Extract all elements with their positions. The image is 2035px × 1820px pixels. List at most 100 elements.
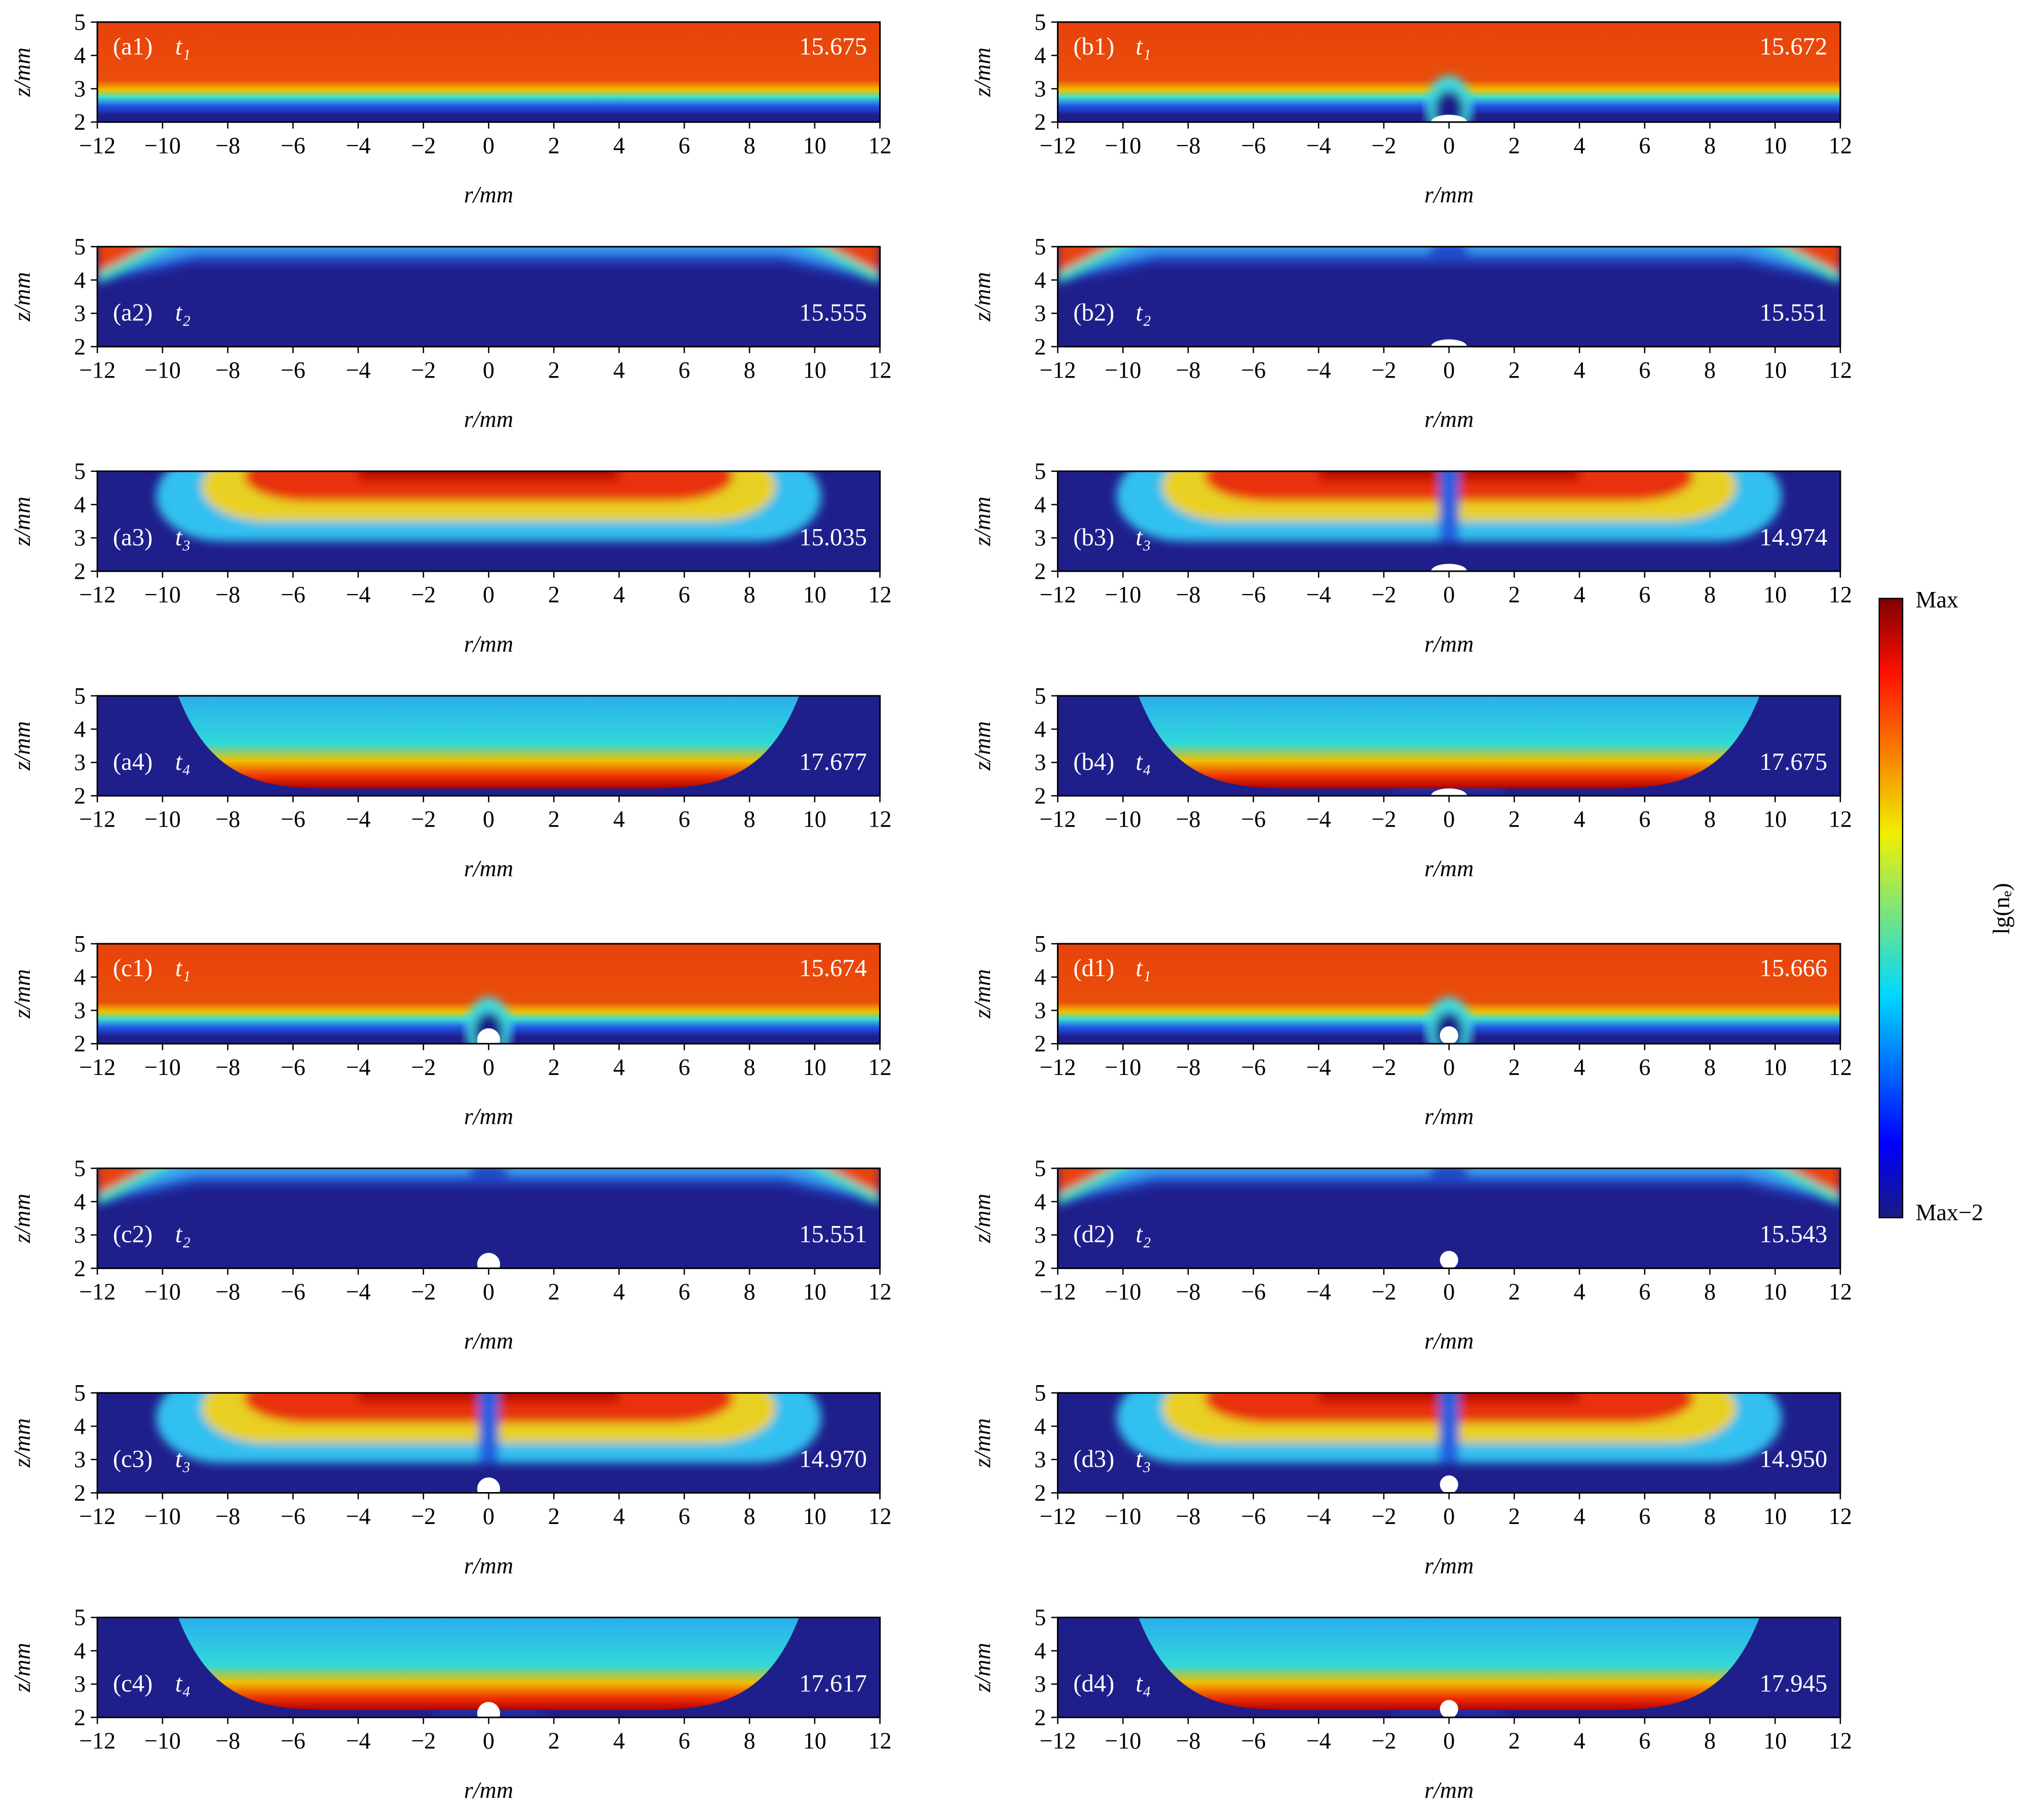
x-tick-label: 4 bbox=[613, 132, 625, 158]
x-tick-label: −12 bbox=[1039, 132, 1076, 158]
x-tick-label: −6 bbox=[281, 1503, 306, 1529]
panel-label: (a2) bbox=[113, 299, 153, 326]
y-axis-label: z/mm bbox=[9, 969, 35, 1019]
x-tick-label: 4 bbox=[613, 1503, 625, 1529]
x-tick-label: −4 bbox=[1306, 581, 1331, 607]
x-tick-label: 4 bbox=[613, 1728, 625, 1754]
x-axis-label: r/mm bbox=[464, 1777, 513, 1803]
x-tick-label: 12 bbox=[868, 1054, 891, 1080]
panel-label: (b2) bbox=[1073, 299, 1114, 326]
x-tick-label: 6 bbox=[679, 132, 690, 158]
x-tick-label: 12 bbox=[868, 581, 891, 607]
probe bbox=[1440, 1475, 1458, 1493]
x-tick-label: 10 bbox=[1763, 1503, 1787, 1529]
panel-label: (a4) bbox=[113, 748, 153, 775]
heatmap-panel bbox=[97, 1168, 880, 1269]
x-tick-label: 6 bbox=[679, 806, 690, 832]
panel-label: (d1) bbox=[1073, 954, 1114, 982]
x-tick-label: −12 bbox=[1039, 1279, 1076, 1305]
peak-value: 15.675 bbox=[799, 33, 867, 60]
x-tick-label: 12 bbox=[1829, 132, 1852, 158]
y-tick-label: 2 bbox=[74, 558, 86, 584]
x-tick-label: 6 bbox=[1639, 1054, 1650, 1080]
y-tick-label: 4 bbox=[1034, 267, 1046, 293]
y-tick-label: 3 bbox=[1034, 301, 1046, 326]
field bbox=[178, 1617, 799, 1711]
x-tick-label: −8 bbox=[215, 1279, 240, 1305]
y-axis-label: z/mm bbox=[969, 272, 995, 322]
field bbox=[1788, 246, 1840, 274]
field-blur bbox=[1426, 75, 1472, 122]
field bbox=[97, 22, 880, 122]
probe bbox=[1431, 564, 1467, 572]
panel-label: (d2) bbox=[1073, 1220, 1114, 1248]
x-tick-label: −12 bbox=[79, 1728, 116, 1754]
x-tick-label: −10 bbox=[1105, 581, 1141, 607]
x-tick-label: 2 bbox=[548, 1728, 559, 1754]
panel-label: (b4) bbox=[1073, 748, 1114, 775]
x-tick-label: 12 bbox=[868, 1279, 891, 1305]
x-tick-label: 0 bbox=[1443, 581, 1455, 607]
x-tick-label: −10 bbox=[144, 1054, 181, 1080]
field bbox=[1429, 246, 1469, 258]
x-tick-label: −8 bbox=[215, 581, 240, 607]
y-tick-label: 5 bbox=[74, 931, 86, 956]
peak-value: 14.950 bbox=[1759, 1445, 1827, 1472]
y-tick-label: 5 bbox=[1034, 458, 1046, 484]
x-tick-label: 0 bbox=[1443, 132, 1455, 158]
heatmap-panel bbox=[97, 22, 880, 122]
x-tick-label: 0 bbox=[1443, 1728, 1455, 1754]
x-tick-label: −2 bbox=[411, 357, 436, 383]
x-tick-label: 8 bbox=[1704, 357, 1716, 383]
y-axis-label: z/mm bbox=[969, 1643, 995, 1692]
x-tick-label: 6 bbox=[679, 581, 690, 607]
x-tick-label: 10 bbox=[1763, 1279, 1787, 1305]
y-tick-label: 2 bbox=[1034, 333, 1046, 359]
x-tick-label: 6 bbox=[1639, 581, 1650, 607]
field bbox=[827, 246, 880, 274]
x-tick-label: −4 bbox=[346, 357, 370, 383]
heatmap-panel bbox=[1058, 1617, 1840, 1718]
x-tick-label: 4 bbox=[613, 581, 625, 607]
x-tick-label: −10 bbox=[144, 132, 181, 158]
probe bbox=[477, 1252, 500, 1269]
panel-label: (b3) bbox=[1073, 524, 1114, 551]
x-tick-label: 4 bbox=[1573, 1054, 1585, 1080]
field bbox=[97, 1168, 880, 1205]
y-tick-label: 4 bbox=[1034, 1188, 1046, 1214]
y-tick-label: 3 bbox=[74, 1446, 86, 1472]
x-tick-label: 6 bbox=[679, 1728, 690, 1754]
x-tick-label: −2 bbox=[1371, 1054, 1396, 1080]
x-tick-label: 0 bbox=[483, 357, 495, 383]
y-axis-label: z/mm bbox=[9, 1194, 35, 1243]
x-tick-label: 0 bbox=[483, 1503, 495, 1529]
y-tick-label: 2 bbox=[74, 1255, 86, 1281]
x-tick-label: −4 bbox=[1306, 132, 1331, 158]
field bbox=[97, 246, 150, 274]
x-tick-label: 2 bbox=[1509, 1054, 1520, 1080]
y-axis-label: z/mm bbox=[9, 1418, 35, 1468]
heatmap-panel bbox=[97, 1393, 880, 1493]
x-tick-label: 10 bbox=[1763, 581, 1787, 607]
x-tick-label: 6 bbox=[1639, 1503, 1650, 1529]
y-tick-label: 4 bbox=[1034, 492, 1046, 517]
y-tick-label: 5 bbox=[74, 234, 86, 259]
x-tick-label: 8 bbox=[744, 1054, 756, 1080]
y-tick-label: 5 bbox=[1034, 1156, 1046, 1181]
x-tick-label: 6 bbox=[679, 1503, 690, 1529]
x-tick-label: −10 bbox=[1105, 1279, 1141, 1305]
x-tick-label: −6 bbox=[281, 1054, 306, 1080]
probe bbox=[1431, 339, 1467, 347]
y-tick-label: 3 bbox=[1034, 76, 1046, 101]
field-blur bbox=[1116, 1393, 1782, 1463]
x-axis-label: r/mm bbox=[464, 631, 513, 657]
x-tick-label: 8 bbox=[744, 1728, 756, 1754]
y-tick-label: 4 bbox=[74, 964, 86, 990]
y-axis-label: z/mm bbox=[9, 48, 35, 97]
y-axis-label: z/mm bbox=[9, 721, 35, 771]
x-axis-label: r/mm bbox=[1424, 631, 1474, 657]
x-tick-label: −10 bbox=[1105, 1054, 1141, 1080]
x-tick-label: −6 bbox=[281, 132, 306, 158]
x-tick-label: 12 bbox=[868, 357, 891, 383]
